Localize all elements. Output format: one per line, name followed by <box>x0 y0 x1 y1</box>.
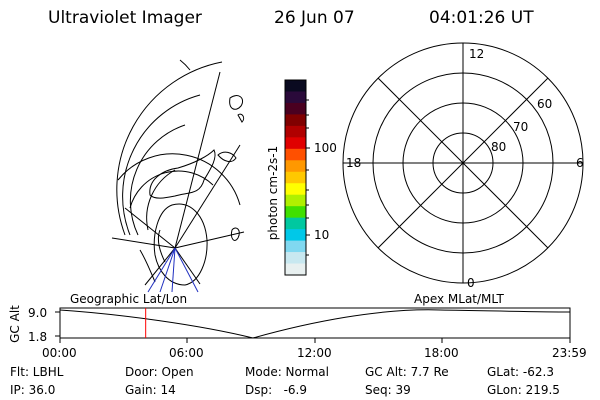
timeline-xtick-1200: 12:00 <box>297 346 332 360</box>
gain-info: Gain: 14 <box>125 383 176 397</box>
mlt-label-0: 0 <box>467 276 475 290</box>
colorbar-swatch <box>285 171 306 184</box>
dsp-info: Dsp: -6.9 <box>245 383 308 397</box>
colorbar-swatch <box>285 240 306 253</box>
colorbar-swatch <box>285 137 306 150</box>
mlt-label-12: 12 <box>469 47 485 61</box>
filter-info: Flt: LBHL <box>10 365 64 379</box>
look-direction-lines <box>147 247 199 293</box>
timeline-right-label: Apex MLat/MLT <box>414 292 504 306</box>
lat-label-70: 70 <box>513 120 529 134</box>
colorbar-swatch <box>285 217 306 230</box>
lat-label-80: 80 <box>491 140 507 154</box>
mode-info: Mode: Normal <box>245 365 329 379</box>
altitude-curve <box>59 309 571 339</box>
colorbar-swatch <box>285 125 306 138</box>
gc-alt-info: GC Alt: 7.7 Re <box>365 365 449 379</box>
timeline-xtick-1800: 18:00 <box>424 346 459 360</box>
time-label: 04:01:26 UT <box>429 8 534 28</box>
seq-info: Seq: 39 <box>365 383 411 397</box>
lat-label-60: 60 <box>537 97 553 111</box>
mlt-label-18: 18 <box>346 156 362 170</box>
mlt-label-6: 6 <box>576 156 584 170</box>
timeline-ytick-high: 9.0 <box>28 306 48 320</box>
colorbar-swatch <box>285 252 306 265</box>
timeline-xtick-2359: 23:59 <box>552 346 587 360</box>
colorbar-swatch <box>285 194 306 207</box>
timeline-xtick-0600: 06:00 <box>169 346 204 360</box>
colorbar-swatch <box>285 80 306 93</box>
colorbar-swatch <box>285 148 306 161</box>
colorbar-swatch <box>285 114 306 127</box>
date-label: 26 Jun 07 <box>274 8 355 28</box>
colorbar-swatch <box>285 229 306 242</box>
ip-info: IP: 36.0 <box>10 383 56 397</box>
timeline-left-label: Geographic Lat/Lon <box>70 292 188 306</box>
colorbar-tick-100: 100 <box>314 141 337 155</box>
timeline-xtick-0000: 00:00 <box>42 346 77 360</box>
colorbar-swatch <box>285 102 306 116</box>
colorbar-swatch <box>285 91 306 104</box>
glat-info: GLat: -62.3 <box>487 365 554 379</box>
colorbar-tick-10: 10 <box>314 228 330 242</box>
glon-info: GLon: 219.5 <box>487 383 560 397</box>
timeline-ytick-low: 1.8 <box>28 330 48 344</box>
lat-arc-outer <box>116 61 223 236</box>
colorbar-swatch <box>285 160 306 173</box>
door-info: Door: Open <box>125 365 194 379</box>
colorbar-swatch <box>285 206 306 219</box>
instrument-title: Ultraviolet Imager <box>48 8 202 28</box>
colorbar-swatch <box>285 263 306 276</box>
colorbar-swatch <box>285 183 306 196</box>
